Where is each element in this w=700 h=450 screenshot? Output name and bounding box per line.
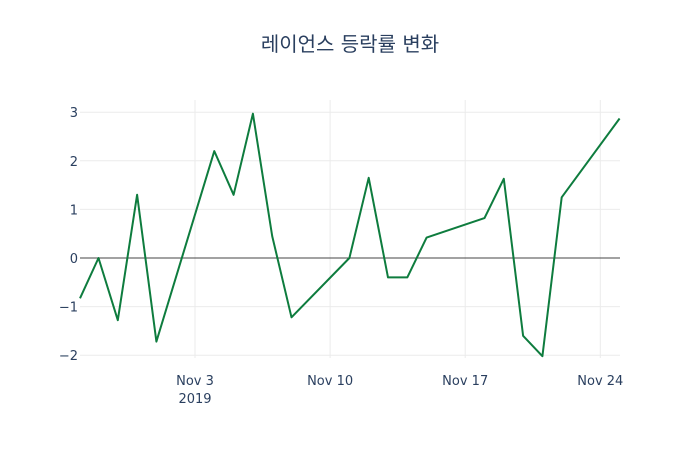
grid-lines <box>80 100 620 358</box>
y-axis-ticks: 3 2 1 0 −1 −2 <box>59 106 78 364</box>
series-line <box>79 112 621 358</box>
x-axis-ticks: Nov 3 2019 Nov 10 Nov 17 Nov 24 <box>176 374 623 407</box>
y-tick-label: 1 <box>70 203 78 218</box>
x-tick-label: Nov 24 <box>577 374 623 389</box>
y-tick-label: 2 <box>70 155 78 170</box>
x-tick-label: Nov 17 <box>442 374 488 389</box>
y-tick-label: −1 <box>59 301 78 316</box>
y-tick-label: 3 <box>70 106 78 121</box>
y-tick-label: 0 <box>70 252 78 267</box>
x-tick-year-label: 2019 <box>178 392 211 407</box>
x-tick-label: Nov 3 <box>176 374 214 389</box>
chart-title: 레이언스 등락률 변화 <box>260 32 440 56</box>
y-tick-label: −2 <box>59 349 78 364</box>
x-tick-label: Nov 10 <box>307 374 353 389</box>
